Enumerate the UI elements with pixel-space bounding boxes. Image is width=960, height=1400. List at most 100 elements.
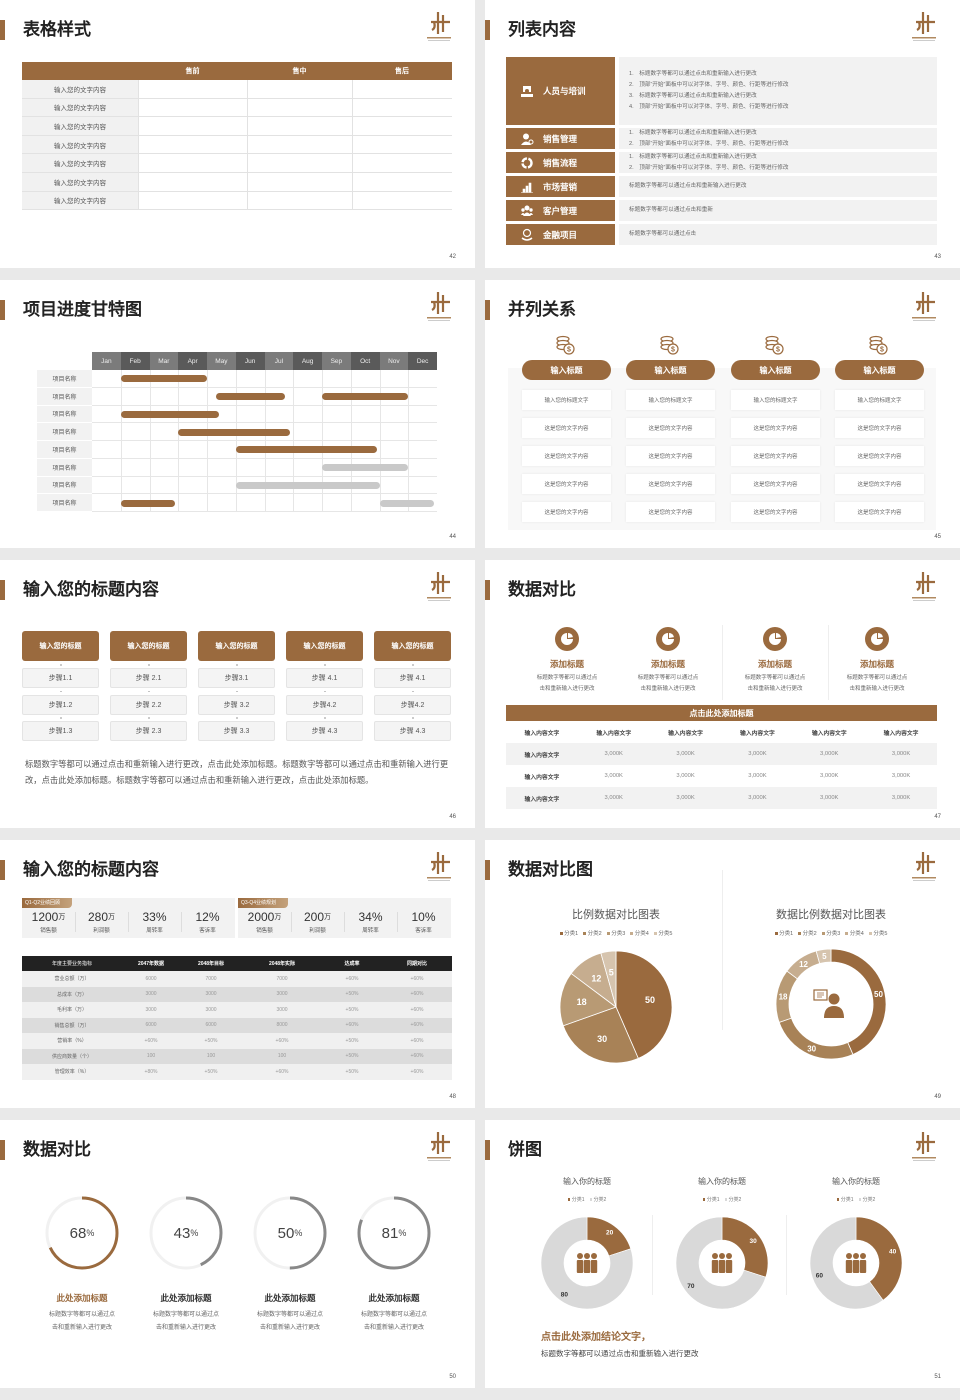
table-cell: 3,000K	[604, 751, 623, 757]
conclusion-title[interactable]: 点击此处添加结论文字，	[541, 1332, 651, 1343]
list-category-6[interactable]	[506, 224, 615, 245]
donut-slice	[721, 1216, 769, 1278]
table-cell[interactable]	[352, 98, 452, 118]
step-box[interactable]: 步骤 2.2	[110, 694, 187, 715]
step-box[interactable]: 步骤 4.1	[374, 668, 451, 688]
table-cell[interactable]	[138, 117, 247, 136]
connector-dot	[60, 690, 62, 692]
page-number: 47	[934, 814, 941, 820]
sales-manager-icon	[521, 133, 534, 145]
table-cell[interactable]	[352, 135, 452, 155]
table-cell: 3,000K	[891, 773, 911, 779]
legend-item: 分类3	[821, 929, 840, 937]
gantt-bar[interactable]	[235, 481, 380, 489]
gantt-bar[interactable]	[322, 464, 409, 472]
table-cell: +50%	[345, 1068, 359, 1075]
slice-label: 5	[609, 968, 614, 978]
gantt-bar[interactable]	[215, 393, 285, 401]
table-row	[22, 1002, 452, 1018]
table-cell[interactable]	[352, 173, 452, 192]
table-cell[interactable]	[138, 173, 247, 192]
item-description: 标题数字等都可以通过点	[152, 1311, 219, 1318]
table-cell[interactable]	[247, 80, 352, 99]
step-box[interactable]: 步骤4.2	[286, 694, 363, 715]
metric-number: 10%	[411, 910, 436, 924]
column-title-pill[interactable]: 输入标题	[522, 360, 611, 380]
table-banner[interactable]: 点击此处添加标题	[506, 705, 937, 721]
pie-slice	[615, 950, 673, 1059]
column-title-pill[interactable]: 输入标题	[835, 360, 924, 380]
table-cell[interactable]	[138, 154, 247, 173]
logo-lettering	[912, 317, 936, 319]
table-cell[interactable]	[247, 135, 352, 155]
legend-swatch	[606, 931, 610, 935]
logo-mark	[431, 292, 450, 314]
step-box[interactable]: 步骤 4.3	[286, 721, 363, 741]
table-cell[interactable]	[247, 98, 352, 118]
logo	[912, 292, 936, 321]
donut-slice	[540, 1216, 634, 1310]
table-cell[interactable]	[247, 117, 352, 136]
gantt-bar[interactable]	[379, 499, 435, 507]
legend-item: 分类2	[798, 929, 817, 937]
legend-label: 分类5	[658, 931, 673, 937]
list-category-4[interactable]	[506, 176, 615, 197]
table-cell[interactable]	[138, 135, 247, 155]
users-icon	[521, 205, 533, 216]
table-cell: 100	[206, 1053, 216, 1060]
table-cell: +60%	[275, 1037, 289, 1044]
step-box[interactable]: 步骤 3.2	[198, 694, 275, 715]
step-box[interactable]: 步骤 2.3	[110, 721, 187, 741]
table-cell[interactable]	[247, 191, 352, 211]
pie-chart-icon	[555, 627, 579, 651]
table-cell: 管理效率（%）	[54, 1069, 90, 1076]
step-box[interactable]: 步骤3.1	[198, 668, 275, 688]
column-header: 售中	[292, 68, 307, 75]
step-box[interactable]: 步骤 3.3	[198, 721, 275, 741]
step-box[interactable]: 步骤4.2	[374, 694, 451, 715]
list-category-5[interactable]	[506, 200, 615, 221]
table-cell: +60%	[345, 975, 359, 982]
gantt-bar[interactable]	[120, 375, 207, 383]
list-category-2[interactable]	[506, 128, 615, 149]
gantt-gridline	[235, 370, 237, 512]
page-number: 50	[449, 1374, 456, 1380]
metric-label: 客诉率	[415, 927, 432, 934]
step-box[interactable]: 步骤1.3	[22, 721, 99, 741]
pie-slice	[815, 948, 832, 965]
table-cell[interactable]	[352, 80, 452, 99]
coins-icon: $	[556, 335, 575, 355]
donut-chart: 30 70	[675, 1216, 769, 1310]
training-icon	[521, 86, 533, 97]
list-category-3[interactable]	[506, 152, 615, 173]
gantt-bar[interactable]	[178, 428, 291, 436]
step-box[interactable]: 步骤 4.1	[286, 668, 363, 688]
step-box[interactable]: 步骤1.1	[22, 668, 99, 688]
column-header: 输入内容文字	[740, 730, 775, 737]
gantt-bar[interactable]	[235, 446, 377, 454]
table-cell[interactable]	[247, 154, 352, 173]
table-cell[interactable]	[138, 191, 247, 211]
gantt-bar[interactable]	[120, 410, 219, 418]
feature-description: 标题数字等都可以通过点	[846, 675, 908, 681]
column-title-pill[interactable]: 输入标题	[626, 360, 715, 380]
column-title-pill[interactable]: 输入标题	[731, 360, 820, 380]
table-cell[interactable]	[138, 98, 247, 118]
gantt-bar[interactable]	[322, 393, 409, 401]
table-cell: +50%	[204, 1068, 218, 1075]
gantt-bar[interactable]	[120, 499, 176, 507]
legend-swatch	[845, 931, 849, 935]
column-cell: 这是您的文字内容	[731, 418, 820, 438]
step-box[interactable]: 步骤 4.3	[374, 721, 451, 741]
step-box[interactable]: 步骤1.2	[22, 694, 99, 715]
table-cell[interactable]	[352, 154, 452, 173]
column-header: 2048年目标	[197, 961, 225, 967]
table-cell[interactable]	[138, 80, 247, 99]
chart-divider	[786, 1215, 787, 1295]
title-accent-bar	[0, 1140, 5, 1160]
table-cell[interactable]	[352, 191, 452, 211]
table-cell[interactable]	[352, 117, 452, 136]
table-cell[interactable]	[247, 173, 352, 192]
step-box[interactable]: 步骤 2.1	[110, 668, 187, 688]
table-cell: +60%	[345, 1022, 359, 1029]
